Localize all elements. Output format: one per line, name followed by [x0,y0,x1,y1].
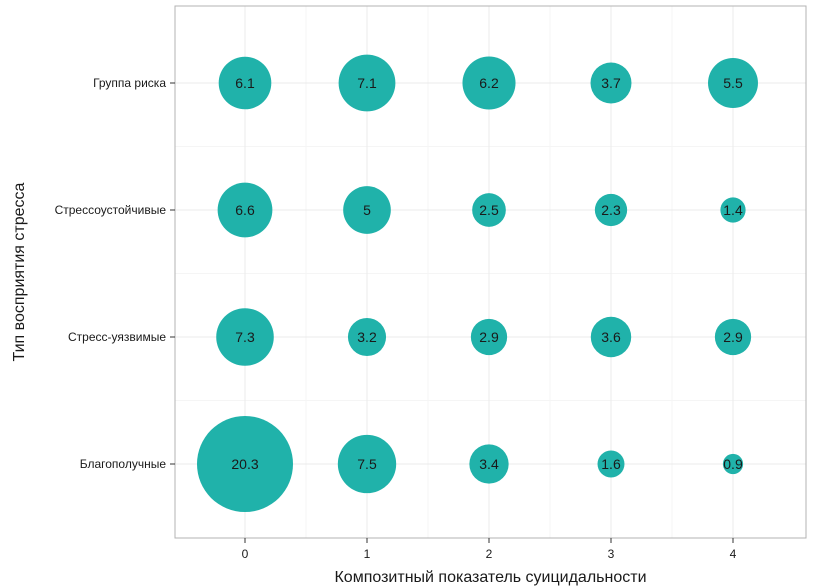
bubble-value-label: 6.2 [479,75,499,91]
bubble-value-label: 5 [363,202,371,218]
bubble: 6.2 [462,56,516,110]
bubble: 6.6 [217,182,273,238]
bubble-value-label: 2.5 [479,202,499,218]
bubble-circle [469,444,509,484]
bubble-circle [337,434,397,494]
bubble-circle [343,186,391,234]
bubble-value-label: 3.4 [479,456,499,472]
bubble-circle [597,450,625,478]
y-tick-label: Группа риска [93,76,166,90]
x-axis-title: Композитный показатель суицидальности [334,569,646,586]
y-axis-title: Тип восприятия стресса [11,182,28,361]
bubble-value-label: 7.1 [357,75,377,91]
bubble: 1.6 [597,450,625,478]
bubble: 3.6 [590,316,632,358]
panel-border [174,5,807,539]
bubble-circle [720,197,746,223]
bubble-value-label: 5.5 [723,75,743,91]
x-axis: 0 1 2 3 4 [242,538,737,561]
bubble-circle [472,193,506,227]
bubble: 2.9 [470,318,508,356]
y-tick-label: Стрессоустойчивые [55,203,167,217]
bubble-circle [347,317,387,357]
bubble-circle [218,56,272,110]
bubble-circle [590,62,632,104]
bubble-value-label: 3.2 [357,329,377,345]
bubble-value-label: 3.6 [601,329,621,345]
bubble: 3.2 [347,317,387,357]
y-axis: Группа риска Стрессоустойчивые Стресс-уязв… [55,76,175,471]
x-tick-label: 2 [486,547,493,561]
plot-panel: 6.1 7.1 6.2 3.7 5.5 6.6 5 2.5 2.3 1.4 7.3 3.2 2.9 3.6… [174,5,807,539]
bubble-value-label: 2.3 [601,202,621,218]
bubble: 2.9 [714,318,752,356]
bubble-value-label: 1.4 [723,202,743,218]
bubble: 6.1 [218,56,272,110]
bubble-value-label: 7.5 [357,456,377,472]
bubble-circle [590,316,632,358]
y-tick-label: Благополучные [80,457,167,471]
bubble-value-label: 0.9 [723,456,743,472]
bubble: 1.4 [720,197,746,223]
x-tick-label: 0 [242,547,249,561]
bubble: 7.5 [337,434,397,494]
bubble-circle [470,318,508,356]
bubble-circle [722,453,744,475]
x-tick-label: 1 [364,547,371,561]
bubble-circle [338,54,396,112]
bubble: 2.3 [594,193,628,227]
bubble-value-label: 20.3 [231,456,258,472]
bubble: 20.3 [197,416,293,512]
minor-gridlines [175,6,806,538]
bubble-circle [714,318,752,356]
bubble-circle [197,416,293,512]
bubble: 3.4 [469,444,509,484]
y-tick-label: Стресс-уязвимые [68,330,166,344]
bubble-circle [216,308,274,366]
bubble-value-label: 6.6 [235,202,255,218]
bubble: 3.7 [590,62,632,104]
bubble-value-label: 2.9 [479,329,499,345]
bubble: 7.1 [338,54,396,112]
bubble-value-label: 3.7 [601,75,621,91]
x-tick-label: 3 [608,547,615,561]
bubble: 2.5 [472,193,506,227]
bubble-value-label: 1.6 [601,456,621,472]
bubbles: 6.1 7.1 6.2 3.7 5.5 6.6 5 2.5 2.3 1.4 7.3 3.2 2.9 3.6… [197,54,758,512]
bubble-value-label: 2.9 [723,329,743,345]
bubble-value-label: 7.3 [235,329,255,345]
x-tick-label: 4 [730,547,737,561]
bubble-circle [708,58,758,108]
bubble: 5.5 [708,58,758,108]
bubble: 5 [343,186,391,234]
bubble-value-label: 6.1 [235,75,255,91]
bubble: 7.3 [216,308,274,366]
bubble-circle [594,193,628,227]
bubble: 0.9 [722,453,744,475]
bubble-circle [462,56,516,110]
bubble-circle [217,182,273,238]
